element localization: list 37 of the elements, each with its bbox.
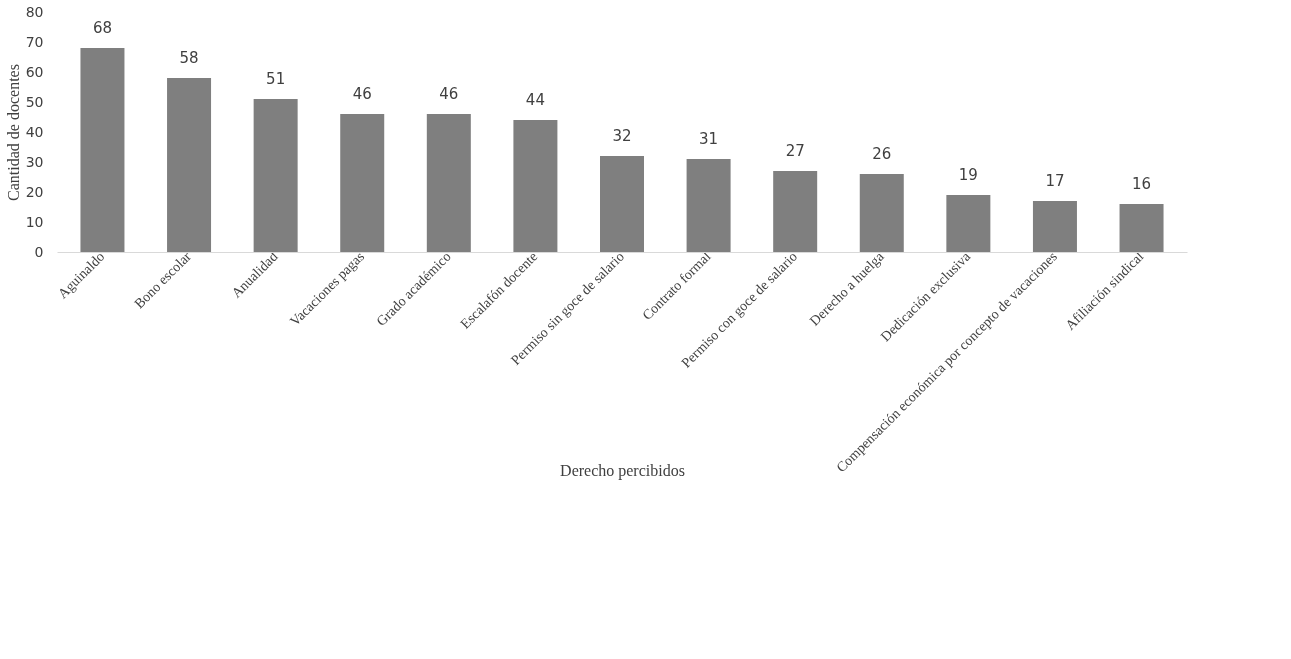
y-tick-label: 60 bbox=[25, 63, 44, 80]
data-label: 32 bbox=[612, 127, 632, 145]
data-label: 46 bbox=[439, 85, 459, 103]
data-label: 16 bbox=[1131, 175, 1152, 193]
y-axis-title: Cantidad de docentes bbox=[4, 64, 22, 201]
bar bbox=[1119, 204, 1164, 252]
x-axis-title: Derecho percibidos bbox=[560, 461, 685, 480]
data-label: 44 bbox=[525, 91, 545, 109]
data-label: 27 bbox=[785, 142, 805, 160]
y-tick-label: 70 bbox=[25, 33, 44, 50]
bar bbox=[946, 195, 991, 252]
y-tick-label: 40 bbox=[25, 123, 44, 140]
bar bbox=[1032, 201, 1077, 252]
y-tick-label: 0 bbox=[34, 243, 44, 260]
data-label: 31 bbox=[699, 130, 719, 148]
bar bbox=[167, 78, 212, 252]
data-label: 17 bbox=[1045, 172, 1065, 190]
y-tick-label: 10 bbox=[25, 213, 44, 230]
bar bbox=[600, 156, 644, 252]
data-label: 46 bbox=[352, 85, 372, 103]
bar bbox=[426, 114, 471, 252]
y-tick-label: 20 bbox=[25, 183, 44, 200]
y-tick-label: 50 bbox=[25, 93, 44, 110]
bar bbox=[513, 120, 558, 252]
data-label: 51 bbox=[266, 70, 286, 88]
y-tick-label: 30 bbox=[25, 153, 44, 170]
bar bbox=[80, 48, 125, 252]
bar bbox=[340, 114, 385, 252]
bar bbox=[773, 171, 818, 252]
bar bbox=[859, 174, 904, 252]
data-label: 26 bbox=[872, 145, 892, 163]
data-label: 19 bbox=[958, 166, 978, 184]
bar bbox=[253, 99, 298, 252]
data-label: 58 bbox=[179, 49, 199, 67]
data-label: 68 bbox=[92, 19, 113, 37]
y-tick-label: 80 bbox=[25, 3, 44, 20]
bar bbox=[686, 159, 731, 252]
